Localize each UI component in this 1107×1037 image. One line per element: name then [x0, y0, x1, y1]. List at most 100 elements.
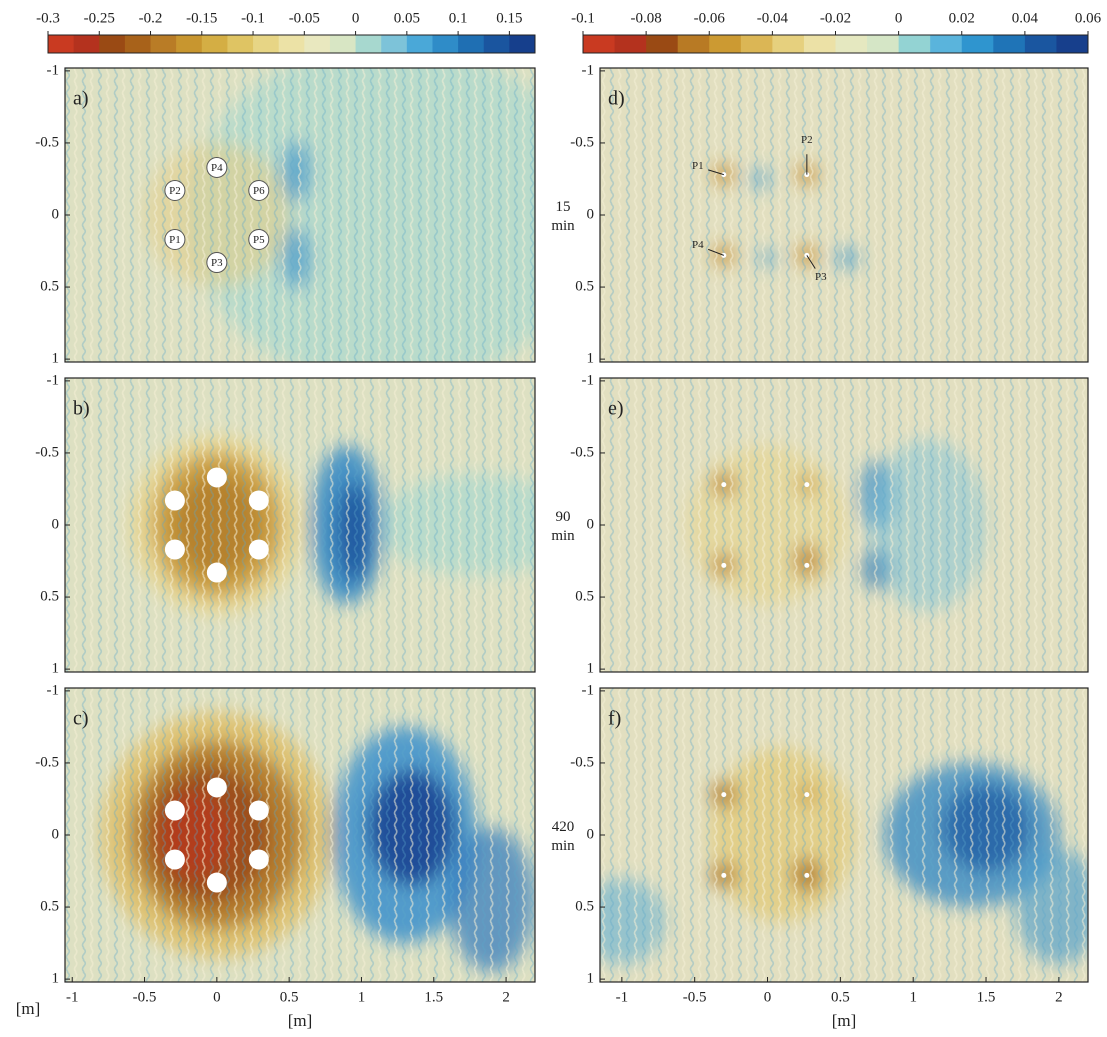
- colorbar-swatch: [151, 35, 177, 53]
- colorbar-tick-label: 0.05: [394, 10, 420, 26]
- x-tick-label: 1: [909, 989, 917, 1005]
- colorbar-tick-label: 0.15: [496, 10, 522, 26]
- colorbar-swatch: [253, 35, 279, 53]
- y-tick-label: 0: [52, 826, 60, 842]
- pile: [804, 563, 809, 568]
- time-label: 90 min: [543, 508, 583, 546]
- colorbar-tick-label: -0.06: [694, 10, 726, 26]
- panel-label: e): [608, 398, 624, 420]
- colorbar-swatch: [458, 35, 484, 53]
- y-tick-label: -0.5: [570, 444, 594, 460]
- colorbar-swatch: [993, 35, 1025, 53]
- colorbar-tick-label: 0: [895, 10, 903, 26]
- pile: [721, 563, 726, 568]
- panel-label: b): [73, 398, 90, 420]
- y-tick-label: 1: [52, 351, 60, 367]
- panel-label: d): [608, 88, 625, 110]
- colorbar-swatch: [176, 35, 202, 53]
- x-tick-label: -1: [616, 989, 629, 1005]
- panel-label: a): [73, 88, 89, 110]
- colorbar-swatch: [836, 35, 868, 53]
- map: [65, 688, 535, 982]
- x-tick-label: 1: [358, 989, 366, 1005]
- x-tick-label: 0.5: [280, 989, 299, 1005]
- colorbar-tick-label: 0.1: [449, 10, 468, 26]
- y-tick-label: 0.5: [575, 898, 594, 914]
- x-tick-label: 2: [1055, 989, 1063, 1005]
- colorbar-swatch: [432, 35, 458, 53]
- y-tick-label: -0.5: [35, 754, 59, 770]
- colorbar-swatch: [583, 35, 615, 53]
- pile-label: P3: [815, 271, 827, 283]
- y-tick-label: 0.5: [575, 588, 594, 604]
- colorbar-swatch: [48, 35, 74, 53]
- colorbar-swatch: [1056, 35, 1088, 53]
- x-tick-label: 0: [764, 989, 772, 1005]
- y-tick-label: -1: [47, 372, 60, 388]
- y-tick-label: 0: [52, 206, 60, 222]
- colorbar-swatch: [804, 35, 836, 53]
- pile-label: P2: [169, 185, 181, 197]
- colorbar-swatch: [867, 35, 899, 53]
- time-label: 420 min: [543, 818, 583, 856]
- y-tick-label: 0.5: [575, 278, 594, 294]
- pile-label: P1: [169, 234, 181, 246]
- colorbar-tick-label: -0.02: [820, 10, 851, 26]
- pile-label: P4: [211, 162, 223, 174]
- colorbar-tick-label: -0.15: [186, 10, 217, 26]
- panel-label: f): [608, 708, 621, 730]
- colorbar-swatch: [615, 35, 647, 53]
- colorbar-swatch: [407, 35, 433, 53]
- pile: [207, 563, 227, 583]
- pile-label: P5: [253, 234, 265, 246]
- pile: [721, 873, 726, 878]
- y-tick-label: -1: [47, 62, 60, 78]
- pile: [249, 540, 269, 560]
- y-tick-label: 0.5: [40, 278, 59, 294]
- pile: [207, 777, 227, 797]
- y-tick-label: 0: [587, 826, 595, 842]
- figure: P4P2P6P1P5P3a)-1-0.500.51-0.3-0.25-0.2-0…: [0, 0, 1107, 1037]
- colorbar-swatch: [678, 35, 710, 53]
- y-tick-label: 1: [587, 661, 595, 677]
- x-tick-label: -1: [66, 989, 79, 1005]
- time-label: 15 min: [543, 198, 583, 236]
- colorbar-tick-label: 0.06: [1075, 10, 1102, 26]
- map: [65, 378, 578, 672]
- panel-label: c): [73, 708, 89, 730]
- x-tick-label: 2: [502, 989, 510, 1005]
- colorbar-swatch: [279, 35, 305, 53]
- colorbar-tick-label: 0.04: [1012, 10, 1039, 26]
- pile: [721, 482, 726, 487]
- y-tick-label: -0.5: [570, 754, 594, 770]
- map: [578, 688, 1102, 982]
- pile-label: P4: [692, 239, 704, 251]
- colorbar-swatch: [741, 35, 773, 53]
- pile-label: P1: [692, 160, 704, 172]
- y-tick-label: 1: [52, 661, 60, 677]
- pile: [165, 850, 185, 870]
- y-tick-label: -1: [582, 372, 595, 388]
- y-tick-label: -0.5: [570, 134, 594, 150]
- x-tick-label: 1.5: [424, 989, 443, 1005]
- y-tick-label: 0: [52, 516, 60, 532]
- colorbar-swatch: [202, 35, 228, 53]
- colorbar-swatch: [356, 35, 382, 53]
- x-tick-label: 0.5: [831, 989, 850, 1005]
- x-tick-label: 0: [213, 989, 221, 1005]
- colorbar-swatch: [930, 35, 962, 53]
- colorbar-swatch: [1025, 35, 1057, 53]
- x-tick-label: 1.5: [977, 989, 996, 1005]
- ripples: [65, 378, 535, 672]
- ripples: [600, 378, 1088, 672]
- pile: [721, 792, 726, 797]
- pile: [249, 850, 269, 870]
- colorbar-tick-label: -0.05: [289, 10, 320, 26]
- colorbar-tick-label: -0.08: [631, 10, 662, 26]
- colorbar-swatch: [709, 35, 741, 53]
- colorbar-swatch: [99, 35, 125, 53]
- y-tick-label: 1: [587, 351, 595, 367]
- map: [600, 378, 1088, 672]
- y-tick-label: 1: [587, 971, 595, 987]
- x-axis-label: [m]: [832, 1011, 857, 1030]
